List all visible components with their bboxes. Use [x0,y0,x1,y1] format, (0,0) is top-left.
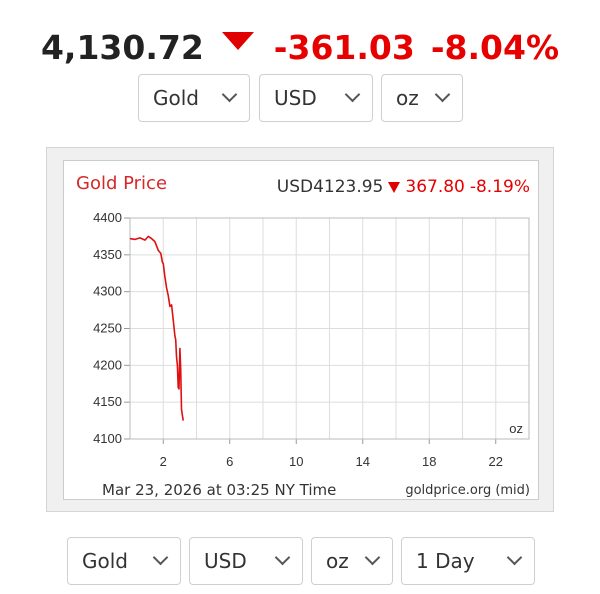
x-tick-label: 18 [422,454,436,469]
chart-timestamp: Mar 23, 2026 at 03:25 NY Time [102,481,337,499]
price-series-line [129,235,184,421]
y-tick-label: 4400 [93,210,122,225]
chart-quote-percent: -8.19% [469,177,530,197]
chevron-down-icon [434,86,451,102]
price-header: 4,130.72 -361.03 -8.04% [0,24,600,70]
y-tick-label: 4300 [93,284,122,299]
price-change-percent: -8.04% [430,27,560,67]
chevron-down-icon [274,549,291,565]
bottom-unit-select-value: oz [326,549,349,573]
bottom-metal-select-value: Gold [82,549,128,573]
down-triangle-icon [388,181,401,193]
y-tick-label: 4100 [93,431,122,446]
current-price: 4,130.72 [40,27,204,67]
x-tick-label: 10 [289,454,303,469]
bottom-unit-select[interactable]: oz [311,537,393,585]
y-tick-label: 4250 [93,321,122,336]
chart-title: Gold Price [76,173,168,194]
down-triangle-icon [221,32,254,50]
chart-quote-change: 367.80 [405,177,465,197]
y-tick-label: 4350 [93,247,122,262]
chevron-down-icon [152,549,169,565]
chart-quote-price: USD4123.95 [276,177,384,197]
bottom-metal-select[interactable]: Gold [67,537,181,585]
unit-label: oz [509,421,523,436]
price-change: -361.03 [273,27,415,67]
bottom-currency-select[interactable]: USD [189,537,303,585]
y-tick-label: 4200 [93,357,122,372]
chart-panel: Gold Price USD4123.95 367.80 -8.19% 4100… [46,147,554,512]
x-tick-label: 14 [356,454,370,469]
chart-source: goldprice.org (mid) [405,483,530,498]
chevron-down-icon [506,549,523,565]
chevron-down-icon [344,86,361,102]
time-range-select[interactable]: 1 Day [401,537,535,585]
unit-select[interactable]: oz [381,74,463,122]
x-tick-label: 22 [489,454,503,469]
currency-select[interactable]: USD [259,74,373,122]
chevron-down-icon [221,86,238,102]
x-tick-label: 2 [160,454,167,469]
unit-select-value: oz [396,86,419,110]
x-tick-label: 6 [226,454,233,469]
price-line-chart: 4100 4150 4200 4250 4300 4350 4400 2 6 10 14 18 22 oz [93,210,530,469]
bottom-currency-select-value: USD [204,549,247,573]
chart-quote: USD4123.95 367.80 -8.19% [277,177,530,197]
plot-area-border [129,217,530,440]
metal-select[interactable]: Gold [138,74,250,122]
y-tick-label: 4150 [93,394,122,409]
currency-select-value: USD [274,86,317,110]
time-range-select-value: 1 Day [416,549,475,573]
chart-widget: Gold Price USD4123.95 367.80 -8.19% 4100… [63,160,539,500]
chevron-down-icon [364,549,381,565]
metal-select-value: Gold [153,86,199,110]
